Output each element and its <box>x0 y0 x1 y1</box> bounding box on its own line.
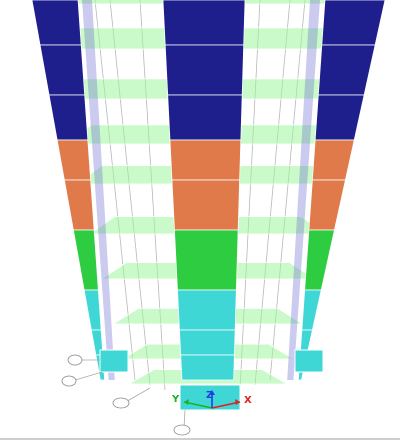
column-center[interactable] <box>177 289 237 331</box>
grid-bubble-icon[interactable] <box>173 409 191 436</box>
column-center[interactable] <box>169 139 242 181</box>
column-right[interactable] <box>312 139 355 181</box>
column-base-cell[interactable] <box>294 349 324 373</box>
column-center[interactable] <box>171 179 240 231</box>
axis-triad: X Y Z <box>171 390 252 409</box>
column-center[interactable] <box>179 329 236 356</box>
viewport-bottom-border <box>0 438 400 440</box>
grid-bubble-icon[interactable] <box>61 371 103 387</box>
x-axis-arrow <box>211 401 241 409</box>
column-base-cell[interactable] <box>99 349 129 373</box>
column-right[interactable] <box>321 0 386 46</box>
column-right[interactable] <box>304 229 335 291</box>
column-inner-left[interactable] <box>82 0 115 380</box>
column-left[interactable] <box>72 229 99 291</box>
column-center[interactable] <box>180 354 235 381</box>
column-inner-right[interactable] <box>287 0 320 380</box>
column-right[interactable] <box>308 179 346 231</box>
base-pedestal[interactable] <box>179 384 241 411</box>
grid-bubble-icon[interactable] <box>112 387 151 409</box>
grid-bubble-icon[interactable] <box>67 354 100 366</box>
y-axis-label: Y <box>171 394 180 405</box>
column-left[interactable] <box>31 0 82 46</box>
z-axis-label: Z <box>206 390 213 401</box>
y-axis-arrow <box>183 401 213 409</box>
column-right[interactable] <box>314 94 365 141</box>
column-left[interactable] <box>83 289 102 331</box>
column-center[interactable] <box>164 44 245 96</box>
column-left[interactable] <box>39 44 86 96</box>
x-axis-label: X <box>244 395 252 406</box>
column-left[interactable] <box>56 139 91 181</box>
column-left[interactable] <box>48 94 89 141</box>
column-right[interactable] <box>317 44 376 96</box>
columns <box>31 0 386 411</box>
column-left[interactable] <box>63 179 95 231</box>
column-center[interactable] <box>167 94 243 141</box>
column-center[interactable] <box>174 229 239 291</box>
grid-bubbles <box>61 354 191 436</box>
column-right[interactable] <box>301 289 322 331</box>
frame-grid-lines <box>94 0 306 391</box>
column-center[interactable] <box>162 0 246 46</box>
